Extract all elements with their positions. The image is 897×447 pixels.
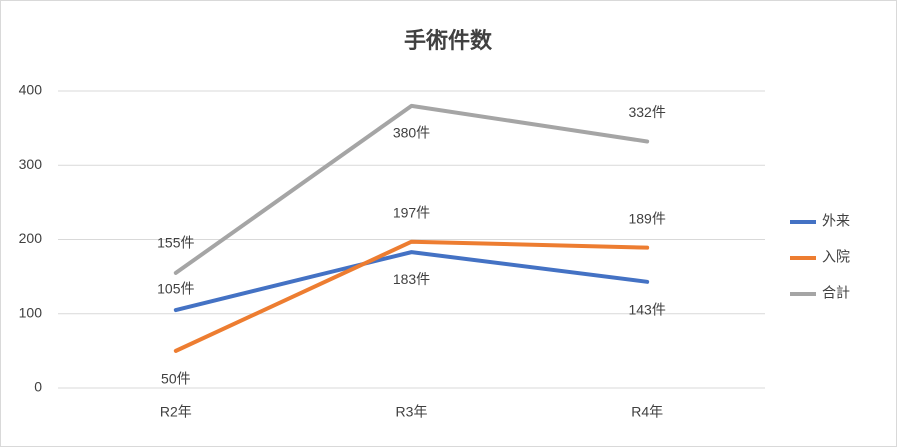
x-tick-label: R2年 xyxy=(160,404,192,420)
data-label: 183件 xyxy=(393,271,430,287)
data-label: 189件 xyxy=(628,210,665,226)
data-label: 105件 xyxy=(157,281,194,297)
data-label: 197件 xyxy=(393,204,430,220)
chart-title: 手術件数 xyxy=(404,28,493,53)
data-label: 50件 xyxy=(161,371,191,387)
data-label: 380件 xyxy=(393,125,430,141)
y-tick-label: 300 xyxy=(19,156,43,172)
x-tick-label: R3年 xyxy=(396,404,428,420)
y-tick-label: 100 xyxy=(19,304,43,320)
y-tick-label: 400 xyxy=(19,82,43,98)
data-label: 155件 xyxy=(157,235,194,251)
data-label: 143件 xyxy=(628,302,665,318)
data-label: 332件 xyxy=(628,104,665,120)
x-tick-label: R4年 xyxy=(631,404,663,420)
y-tick-label: 200 xyxy=(19,230,43,246)
series-line xyxy=(173,239,650,353)
y-tick-label: 0 xyxy=(34,379,42,395)
legend-label: 外来 xyxy=(822,213,850,229)
series-line xyxy=(173,103,650,275)
series-line xyxy=(173,250,650,313)
legend-label: 合計 xyxy=(822,285,850,301)
legend-label: 入院 xyxy=(822,249,850,265)
